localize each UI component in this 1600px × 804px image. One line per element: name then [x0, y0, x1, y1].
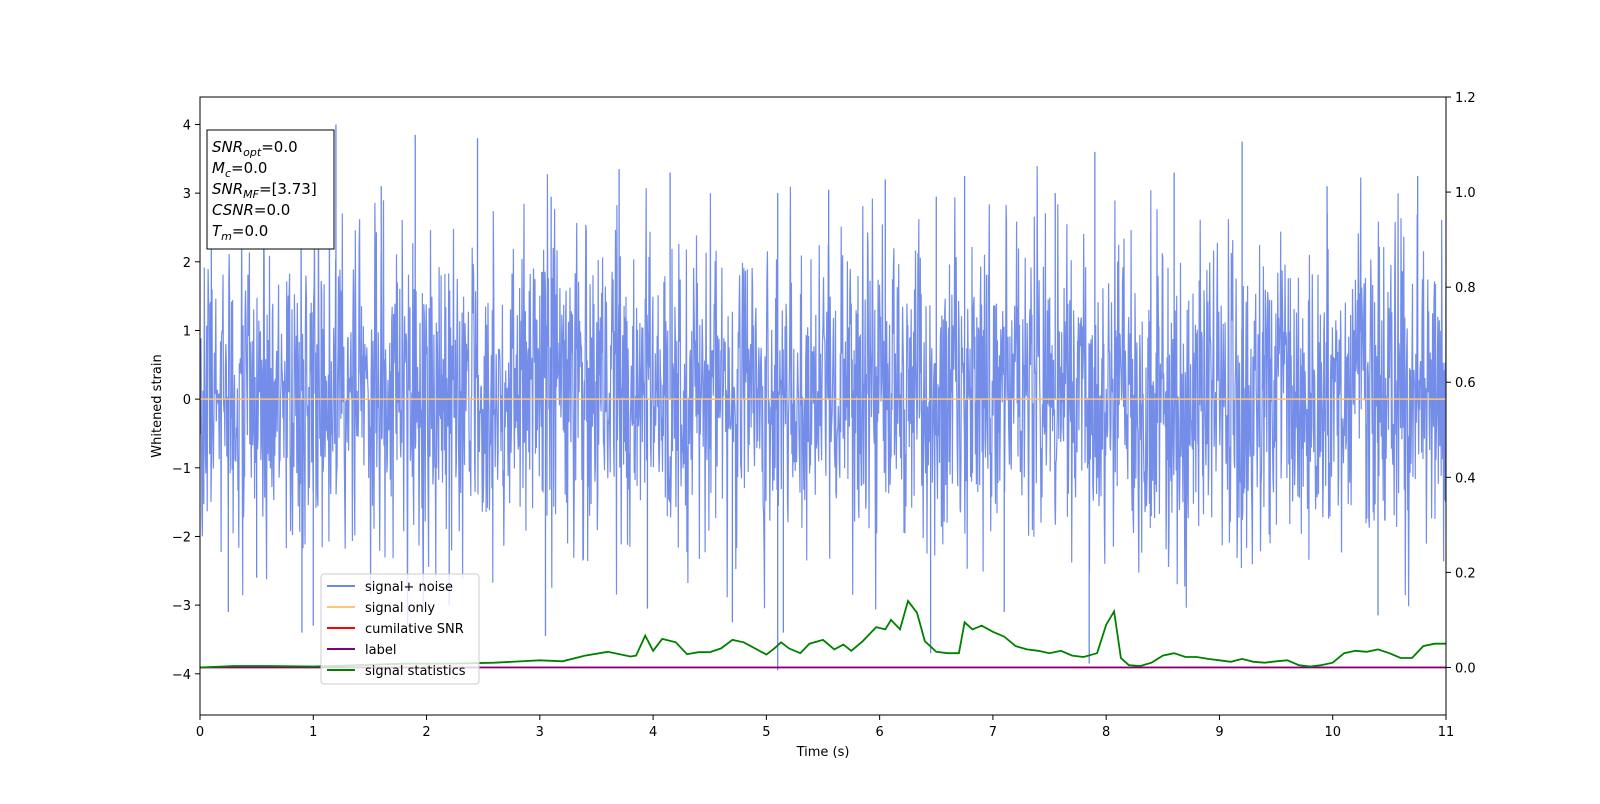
y-tick-label-left: −2: [172, 530, 191, 545]
info-line: CSNR=0.0: [212, 201, 290, 219]
legend-label: signal+ noise: [365, 580, 453, 595]
legend-label: signal only: [365, 601, 435, 616]
ticks-layer: 0 1 2 3 4 5 6 7 8 9 10 11 −4 −3 −2 −1 0 1 2 3 4 0.0 0.2 0.4 0.6 0…: [172, 91, 1476, 740]
y-tick-label-right: 0.4: [1455, 471, 1476, 486]
info-line: Tm=0.0: [212, 222, 268, 243]
x-tick-label: 7: [989, 725, 997, 740]
y-tick-label-left: 4: [183, 118, 191, 133]
y-tick-label-right: 0.2: [1455, 566, 1476, 581]
y-tick-label-left: 2: [183, 256, 191, 271]
legend-label: signal statistics: [365, 664, 466, 679]
y-tick-label-left: 1: [183, 324, 191, 339]
x-tick-label: 2: [422, 725, 430, 740]
x-tick-label: 0: [196, 725, 204, 740]
series-line-signal-statistics: [200, 598, 1446, 669]
y-tick-label-left: −3: [172, 599, 191, 614]
y-axis-label: Whitened strain: [150, 354, 165, 457]
y-tick-label-right: 0.6: [1455, 376, 1476, 391]
info-line: SNRMF=[3.73]: [212, 180, 317, 201]
legend-label: label: [365, 643, 396, 658]
series-line-signal-noise: [200, 165, 1446, 625]
x-tick-label: 11: [1438, 725, 1455, 740]
y-tick-label-right: 0.0: [1455, 661, 1476, 676]
y-tick-label-left: 3: [183, 187, 191, 202]
x-tick-label: 6: [875, 725, 883, 740]
x-tick-label: 3: [536, 725, 544, 740]
y-tick-label-left: −4: [172, 668, 191, 683]
legend-label: cumilative SNR: [365, 622, 464, 637]
x-tick-label: 4: [649, 725, 657, 740]
y-tick-label-left: 0: [183, 393, 191, 408]
y-tick-label-left: −1: [172, 462, 191, 477]
x-axis-label: Time (s): [796, 745, 850, 760]
series-layer: [200, 124, 1446, 671]
y-tick-label-right: 1.2: [1455, 91, 1476, 106]
x-tick-label: 8: [1102, 725, 1110, 740]
y-tick-label-right: 1.0: [1455, 186, 1476, 201]
y-tick-label-right: 0.8: [1455, 281, 1476, 296]
info-line: Mc=0.0: [212, 159, 267, 180]
info-box-frame: [206, 129, 335, 250]
x-tick-label: 10: [1324, 725, 1341, 740]
legend: signal+ noise signal only cumilative SNR la…: [320, 573, 480, 685]
legend-frame: [320, 573, 480, 685]
x-tick-label: 9: [1215, 725, 1223, 740]
x-tick-label: 1: [309, 725, 317, 740]
plot-frame: [199, 96, 1447, 716]
x-tick-label: 5: [762, 725, 770, 740]
info-line: SNRopt=0.0: [212, 138, 298, 159]
